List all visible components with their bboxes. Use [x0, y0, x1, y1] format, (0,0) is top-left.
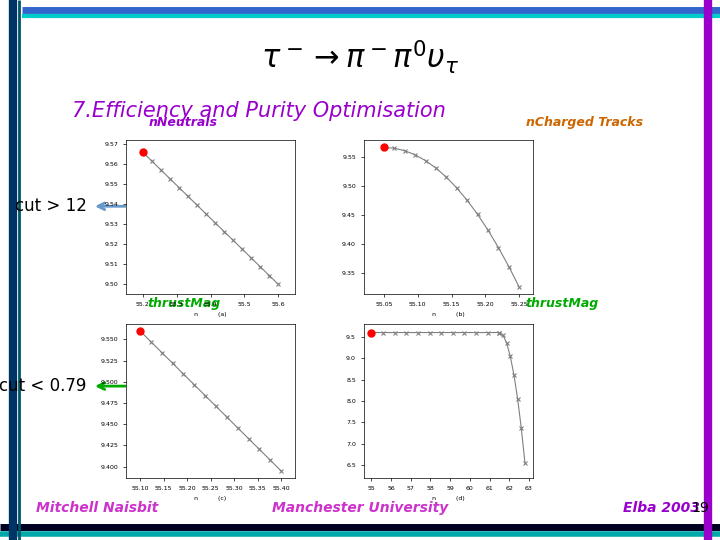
- X-axis label: n          (a): n (a): [194, 313, 227, 318]
- Text: cut > 6: cut > 6: [405, 197, 466, 215]
- Text: nNeutrals: nNeutrals: [149, 116, 218, 129]
- Text: 19: 19: [691, 501, 709, 515]
- Text: cut > 12: cut > 12: [14, 197, 86, 215]
- Text: Elba 2003: Elba 2003: [623, 501, 700, 515]
- X-axis label: n          (d): n (d): [432, 496, 464, 501]
- X-axis label: n          (b): n (b): [432, 313, 464, 318]
- Text: cut > 0.988: cut > 0.988: [405, 377, 503, 395]
- Text: cut < 0.79: cut < 0.79: [0, 377, 86, 395]
- X-axis label: n          (c): n (c): [194, 496, 227, 501]
- Text: $\tau^- \rightarrow \pi^- \pi^0 \upsilon_\tau$: $\tau^- \rightarrow \pi^- \pi^0 \upsilon…: [261, 38, 459, 76]
- Text: nCharged Tracks: nCharged Tracks: [526, 116, 643, 129]
- Text: Mitchell Naisbit: Mitchell Naisbit: [36, 501, 158, 515]
- Text: Manchester University: Manchester University: [272, 501, 448, 515]
- Text: thrustMag: thrustMag: [526, 298, 599, 310]
- Text: 7.Efficiency and Purity Optimisation: 7.Efficiency and Purity Optimisation: [72, 100, 446, 121]
- Text: thrustMag: thrustMag: [147, 298, 220, 310]
